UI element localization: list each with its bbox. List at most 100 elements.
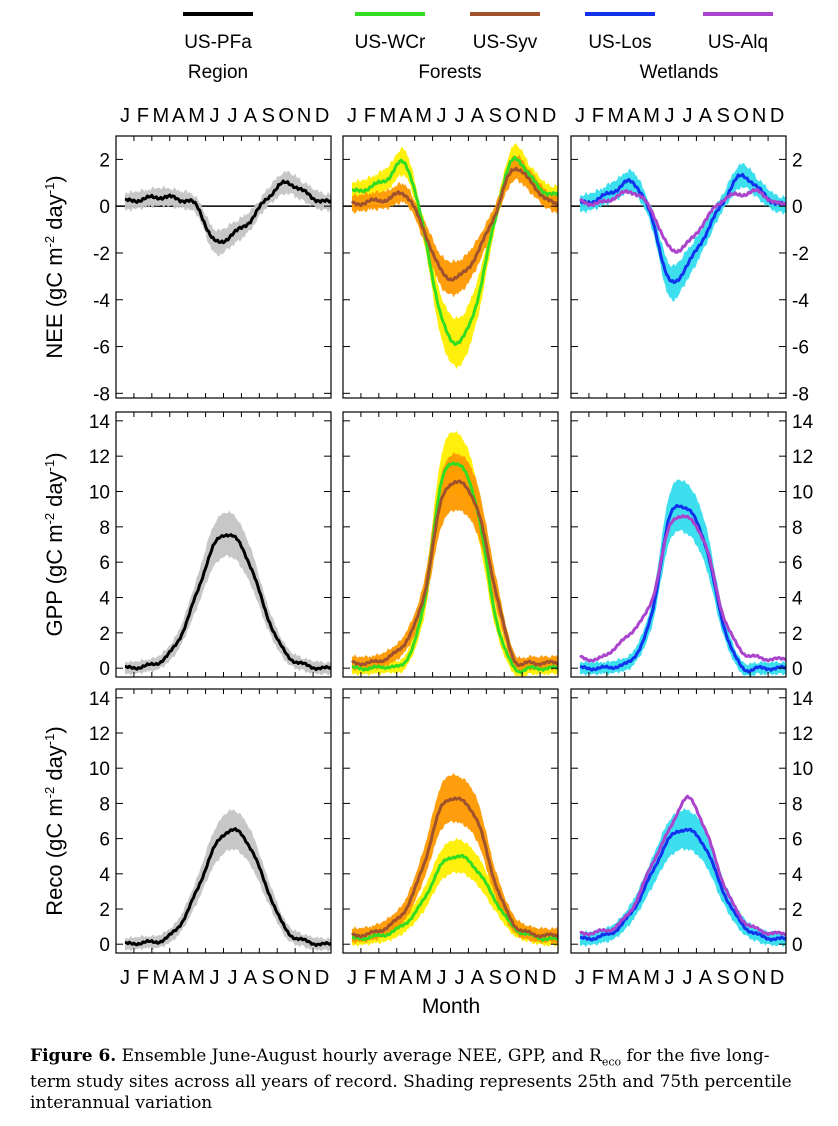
shade-band-us-syv bbox=[351, 154, 558, 298]
y-tick-label: 6 bbox=[99, 830, 110, 851]
month-letter-m: M bbox=[188, 967, 205, 989]
y-tick-label: 10 bbox=[89, 759, 110, 780]
series-line-us-alq bbox=[579, 794, 786, 937]
y-tick-label: -6 bbox=[93, 338, 110, 359]
month-letter-m: M bbox=[188, 105, 205, 127]
month-letter-o: O bbox=[505, 967, 521, 989]
y-tick-label: 6 bbox=[99, 553, 110, 574]
x-axis-title: Month bbox=[422, 995, 480, 1018]
month-letter-a: A bbox=[471, 967, 485, 989]
month-letter-j: J bbox=[120, 105, 130, 127]
caption-text-before: Ensemble June-August hourly average NEE,… bbox=[121, 1046, 602, 1066]
y-tick-label: 2 bbox=[792, 900, 803, 921]
legend-group-forests: Forests bbox=[418, 62, 481, 83]
shade-band-us-pfa bbox=[124, 510, 331, 676]
y-tick-label: 2 bbox=[99, 900, 110, 921]
y-tick-label: 10 bbox=[792, 759, 813, 780]
y-axis-label: NEE (gC m-2 day-1) bbox=[42, 175, 67, 358]
month-letter-f: F bbox=[592, 105, 604, 127]
series-line-us-alq bbox=[578, 187, 786, 254]
month-letter-m: M bbox=[607, 105, 624, 127]
month-letter-m: M bbox=[643, 967, 660, 989]
y-tick-label: -8 bbox=[792, 384, 809, 405]
panel-reco-wetlands bbox=[570, 688, 787, 954]
month-letter-m: M bbox=[415, 105, 432, 127]
month-letter-a: A bbox=[699, 967, 713, 989]
shade-band-us-syv bbox=[351, 772, 558, 945]
figure-canvas: US-PFa Region US-WCr US-Syv Forests US-Los US-… bbox=[42, 12, 814, 1018]
caption-label: Figure 6. bbox=[30, 1046, 117, 1066]
legend-group-wetlands: Wetlands bbox=[640, 62, 719, 83]
month-letter-d: D bbox=[542, 105, 556, 127]
month-letter-o: O bbox=[733, 105, 749, 127]
y-tick-label: 4 bbox=[99, 865, 110, 886]
legend-label-us-alq: US-Alq bbox=[708, 32, 768, 53]
y-tick-label: -4 bbox=[792, 291, 809, 312]
month-letter-j: J bbox=[454, 105, 464, 127]
month-letter-j: J bbox=[120, 967, 130, 989]
month-letter-a: A bbox=[399, 105, 413, 127]
plot-area bbox=[124, 808, 331, 952]
month-letter-n: N bbox=[297, 967, 311, 989]
month-letter-n: N bbox=[524, 105, 538, 127]
month-letter-s: S bbox=[262, 105, 275, 127]
y-tick-label: 14 bbox=[89, 689, 111, 710]
month-letter-m: M bbox=[643, 105, 660, 127]
shade-band-us-pfa bbox=[124, 170, 331, 257]
month-letter-a: A bbox=[627, 105, 641, 127]
month-letter-a: A bbox=[172, 105, 186, 127]
plot-area bbox=[579, 479, 786, 677]
series-line-us-wcr bbox=[351, 461, 558, 675]
month-letter-a: A bbox=[399, 967, 413, 989]
month-letter-s: S bbox=[489, 967, 502, 989]
month-letter-s: S bbox=[262, 967, 275, 989]
y-tick-label: 10 bbox=[792, 483, 813, 504]
month-letter-o: O bbox=[733, 967, 749, 989]
panel-reco-forests bbox=[342, 688, 559, 954]
y-tick-label: 14 bbox=[89, 412, 111, 433]
shade-band-us-los bbox=[579, 479, 786, 677]
y-tick-label: 0 bbox=[99, 197, 110, 218]
y-tick-label: 6 bbox=[792, 553, 803, 574]
month-letter-d: D bbox=[315, 967, 329, 989]
panel-nee-forests bbox=[342, 135, 559, 399]
month-letter-f: F bbox=[137, 105, 149, 127]
y-tick-label: 0 bbox=[99, 659, 110, 680]
y-tick-label: -4 bbox=[93, 291, 110, 312]
legend-label-us-wcr: US-WCr bbox=[355, 32, 426, 53]
panel-gpp-region bbox=[115, 411, 332, 678]
month-letter-s: S bbox=[489, 105, 502, 127]
month-letter-j: J bbox=[227, 967, 237, 989]
plot-area bbox=[351, 772, 558, 948]
legend-label-us-pfa: US-PFa bbox=[184, 32, 252, 53]
y-tick-label: -8 bbox=[93, 384, 110, 405]
y-tick-label: 0 bbox=[792, 197, 803, 218]
y-tick-label: 6 bbox=[792, 830, 803, 851]
month-letter-a: A bbox=[172, 967, 186, 989]
y-tick-label: 8 bbox=[99, 518, 110, 539]
month-letter-f: F bbox=[364, 967, 376, 989]
series-line-us-pfa bbox=[124, 179, 331, 245]
y-tick-label: 14 bbox=[792, 689, 814, 710]
y-tick-label: 8 bbox=[792, 794, 803, 815]
month-letter-j: J bbox=[682, 967, 692, 989]
month-letter-a: A bbox=[244, 105, 258, 127]
panel-nee-region bbox=[115, 135, 332, 399]
caption-subscript: eco bbox=[601, 1055, 622, 1069]
month-letter-o: O bbox=[505, 105, 521, 127]
y-tick-label: 4 bbox=[792, 589, 803, 610]
month-letter-n: N bbox=[297, 105, 311, 127]
month-letter-j: J bbox=[454, 967, 464, 989]
month-letter-n: N bbox=[752, 105, 766, 127]
panel-nee-wetlands bbox=[570, 135, 787, 399]
y-tick-label: 8 bbox=[792, 518, 803, 539]
series-line-us-pfa bbox=[124, 827, 331, 948]
month-letter-d: D bbox=[770, 105, 784, 127]
y-tick-label: 0 bbox=[792, 935, 803, 956]
month-letter-s: S bbox=[717, 967, 730, 989]
month-letter-j: J bbox=[665, 967, 675, 989]
series-line-us-syv bbox=[351, 479, 558, 667]
y-tick-label: 14 bbox=[792, 412, 814, 433]
y-tick-label: 12 bbox=[792, 447, 813, 468]
month-letter-m: M bbox=[379, 105, 396, 127]
